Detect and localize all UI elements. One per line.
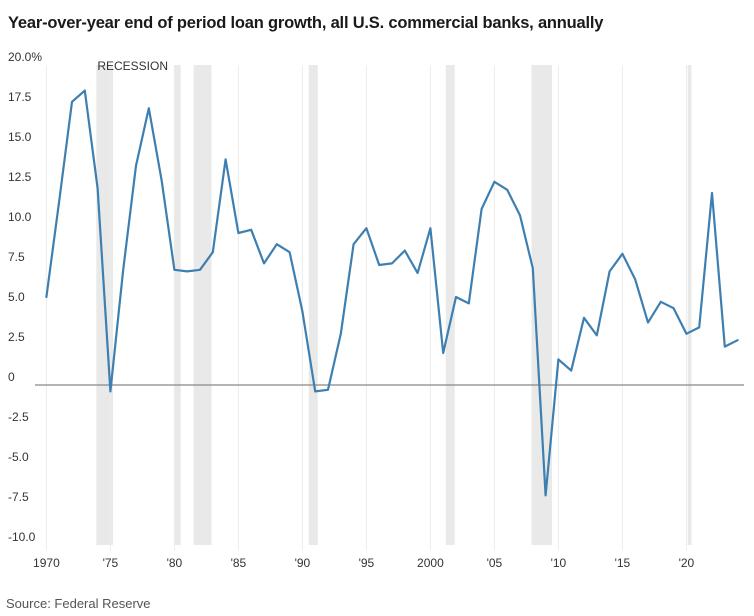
y-tick-label-7: 2.5 <box>8 330 25 344</box>
recession-band-4 <box>445 65 455 545</box>
x-tick-label-6: 2000 <box>417 556 444 570</box>
x-tick-label-8: '10 <box>551 556 567 570</box>
y-tick-label-0: 20.0% <box>8 50 42 64</box>
x-tick-label-7: '05 <box>487 556 503 570</box>
x-tick-label-4: '90 <box>295 556 311 570</box>
series-line-0 <box>45 89 739 497</box>
y-tick-label-8: 0 <box>8 370 15 384</box>
recession-label: RECESSION <box>97 59 168 73</box>
x-tick-label-1: '75 <box>103 556 119 570</box>
y-tick-label-1: 17.5 <box>8 90 32 104</box>
y-tick-label-3: 12.5 <box>8 170 32 184</box>
recession-band-3 <box>308 65 318 545</box>
chart-title: Year-over-year end of period loan growth… <box>8 14 604 32</box>
line-chart: 1970 '75 '80 '85 '90 '95 2000 '05 '10 '15 '20 20.0%… <box>8 50 744 570</box>
recession-band-5 <box>531 65 552 545</box>
y-tick-label-6: 5.0 <box>8 290 25 304</box>
x-tick-label-9: '15 <box>615 556 631 570</box>
x-tick-label-0: 1970 <box>33 556 60 570</box>
y-tick-label-5: 7.5 <box>8 250 25 264</box>
y-tick-label-4: 10.0 <box>8 210 32 224</box>
x-tick-label-2: '80 <box>167 556 183 570</box>
y-tick-label-12: -10.0 <box>8 530 36 544</box>
y-tick-label-11: -7.5 <box>8 490 29 504</box>
x-tick-label-10: '20 <box>679 556 695 570</box>
recession-band-2 <box>193 65 212 545</box>
x-tick-label-5: '95 <box>359 556 375 570</box>
y-tick-label-9: -2.5 <box>8 410 29 424</box>
source-note: Source: Federal Reserve <box>6 596 151 611</box>
y-tick-label-2: 15.0 <box>8 130 32 144</box>
y-tick-label-10: -5.0 <box>8 450 29 464</box>
recession-band-6 <box>687 65 692 545</box>
recession-band-1 <box>174 65 181 545</box>
x-tick-label-3: '85 <box>231 556 247 570</box>
